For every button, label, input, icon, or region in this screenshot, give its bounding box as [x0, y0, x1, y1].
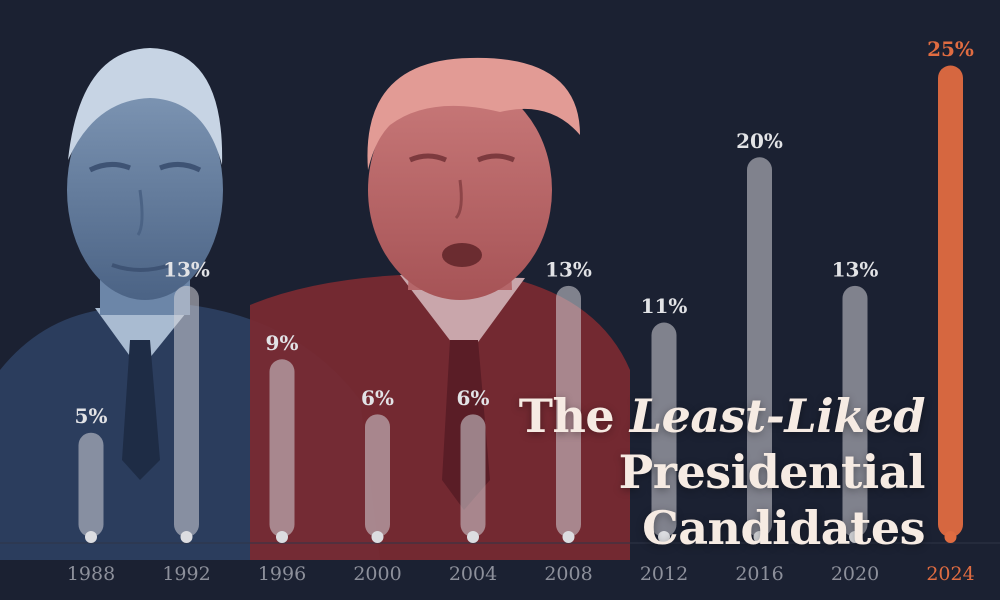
value-label-2024: 25%	[927, 37, 974, 61]
title-prefix: The	[518, 389, 630, 443]
bar-2016	[747, 157, 772, 538]
x-tick-label-1996: 1996	[258, 563, 306, 585]
bar-1996	[269, 359, 295, 537]
baseline-dot-1988	[85, 531, 97, 543]
x-tick-label-2024: 2024	[926, 563, 974, 585]
bar-2020	[842, 285, 868, 537]
bar-2012	[651, 322, 677, 537]
baseline-dot-1996	[276, 531, 288, 543]
x-tick-label-2012: 2012	[640, 563, 688, 585]
title-line-1: The Least-Liked	[395, 388, 926, 444]
x-tick-label-1988: 1988	[67, 563, 115, 585]
baseline-dot-2024	[944, 531, 957, 543]
x-tick-label-1992: 1992	[162, 563, 210, 585]
baseline-dot-2020	[849, 531, 861, 543]
value-label-1996: 9%	[266, 331, 299, 355]
bar-2024	[938, 65, 963, 537]
bar-2008	[556, 285, 581, 537]
baseline-dot-1992	[180, 531, 193, 543]
bar-1992	[174, 285, 199, 537]
value-label-2020: 13%	[832, 257, 879, 281]
x-tick-label-2016: 2016	[735, 563, 783, 585]
chart-title: The Least-Liked Presidential Candidates	[395, 388, 926, 556]
title-line-2: Presidential Candidates	[618, 445, 926, 555]
x-tick-label-2004: 2004	[449, 563, 497, 585]
value-label-1988: 5%	[75, 404, 108, 428]
value-label-2000: 6%	[361, 386, 394, 410]
bar-series: 5% 1988 13% 1992 9% 1996 6% 2000 6% 2004 13% 2008 11…	[67, 37, 975, 585]
x-tick-label-2000: 2000	[353, 563, 401, 585]
baseline-dot-2000	[371, 531, 384, 543]
bar-2000	[365, 414, 390, 537]
bar-2004	[460, 414, 486, 537]
title-emphasis: Least-Liked	[629, 389, 926, 443]
x-tick-label-2008: 2008	[544, 563, 592, 585]
value-label-2004: 6%	[457, 386, 490, 410]
value-label-1992: 13%	[163, 257, 210, 281]
value-label-2012: 11%	[641, 294, 688, 318]
baseline-dot-2008	[562, 531, 575, 543]
baseline-dot-2004	[467, 531, 479, 543]
baseline-dot-2016	[753, 531, 766, 543]
x-tick-label-2020: 2020	[831, 563, 879, 585]
value-label-2016: 20%	[736, 129, 783, 153]
value-label-2008: 13%	[545, 257, 592, 281]
bar-1988	[78, 432, 104, 537]
baseline-dot-2012	[658, 531, 670, 543]
